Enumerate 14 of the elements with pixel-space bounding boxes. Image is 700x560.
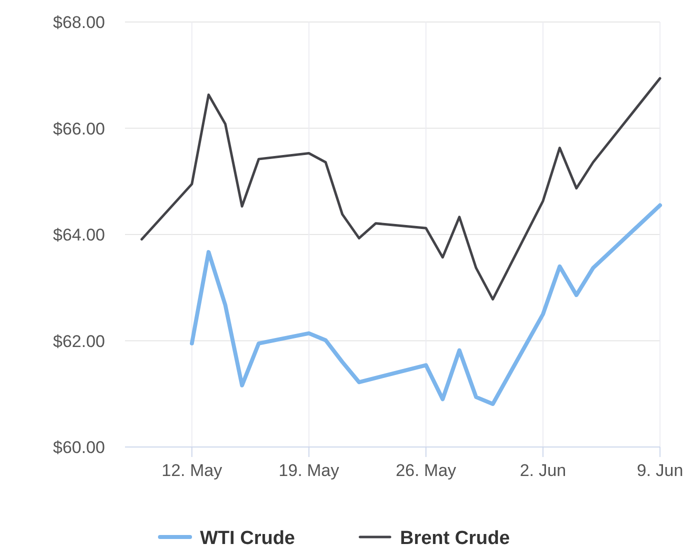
legend-label: Brent Crude [400, 528, 510, 549]
line-series [190, 203, 662, 406]
y-tick-label: $66.00 [53, 119, 105, 138]
x-tick-label: 9. Jun [636, 461, 684, 480]
y-tick-label: $60.00 [53, 438, 105, 457]
line-series [140, 77, 662, 301]
legend-label: WTI Crude [200, 528, 295, 549]
y-tick-label: $68.00 [53, 13, 105, 32]
x-tick-label: 2. Jun [520, 461, 566, 480]
y-tick-label: $64.00 [53, 226, 105, 244]
x-tick-label: 12. May [162, 461, 223, 480]
x-tick-label: 19. May [278, 461, 340, 480]
y-tick-label: $62.00 [53, 332, 105, 351]
x-tick-label: 26. May [396, 461, 457, 480]
